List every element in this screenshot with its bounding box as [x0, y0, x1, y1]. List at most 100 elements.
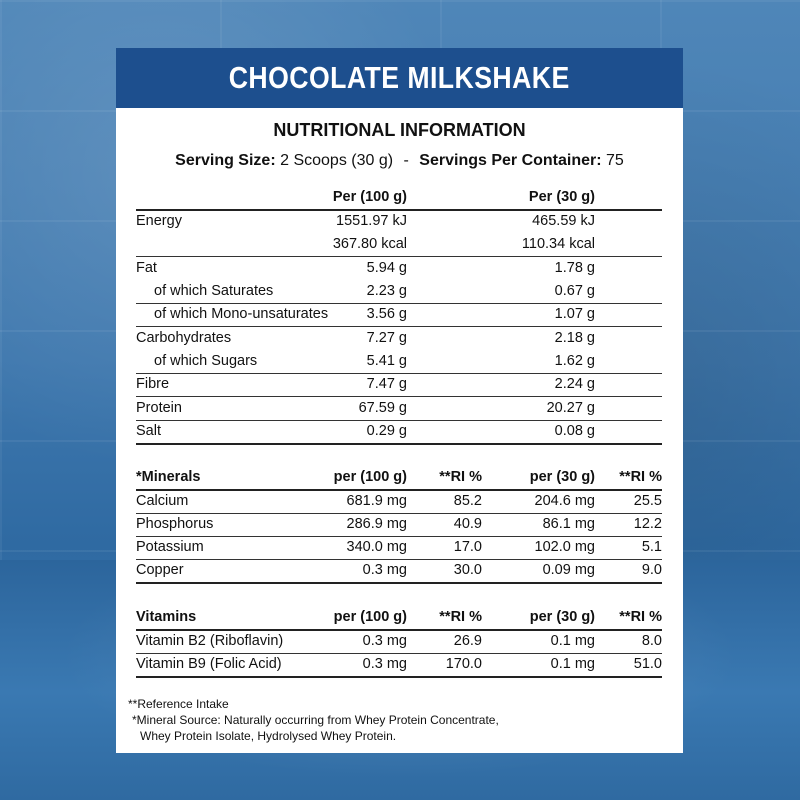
ri-per-100g: 85.2	[453, 493, 482, 509]
vitamins-table-header: Vitamins per (100 g) **RI % per (30 g) *…	[136, 606, 662, 631]
nutrient-name: Protein	[136, 400, 182, 416]
ri-per-30g: 5.1	[641, 539, 662, 555]
table-row: Energy 1551.97 kJ 465.59 kJ	[136, 210, 662, 233]
servings-per-container-value: 75	[606, 152, 624, 169]
servings-per-container-label: Servings Per Container:	[419, 152, 602, 169]
table-row: Copper 0.3 mg 30.0 0.09 mg 9.0	[136, 559, 662, 584]
nutrient-name: Fibre	[136, 376, 170, 392]
value-per-30g: 2.24 g	[554, 376, 595, 392]
value-per-100g: 7.47 g	[366, 376, 407, 392]
nutrient-name: Carbohydrates	[136, 330, 232, 346]
product-title-banner: CHOCOLATE MILKSHAKE	[116, 48, 683, 108]
ri-per-30g: 25.5	[633, 493, 662, 509]
value-per-100g: 286.9 mg	[346, 516, 407, 532]
value-per-100g: 367.80 kcal	[332, 236, 407, 252]
vitamins-heading: Vitamins	[136, 609, 197, 625]
value-per-100g: 7.27 g	[366, 330, 407, 346]
value-per-30g: 0.09 mg	[542, 562, 595, 578]
col-per-100g: per (100 g)	[333, 609, 407, 625]
value-per-100g: 67.59 g	[358, 400, 407, 416]
value-per-100g: 340.0 mg	[346, 539, 407, 555]
col-ri-30g: **RI %	[619, 469, 662, 485]
value-per-30g: 1.62 g	[554, 353, 595, 369]
col-ri-100g: **RI %	[439, 469, 482, 485]
vitamin-name: Vitamin B9 (Folic Acid)	[136, 656, 282, 672]
value-per-30g: 102.0 mg	[534, 539, 595, 555]
value-per-30g: 1.07 g	[554, 306, 595, 322]
table-row: Fibre 7.47 g 2.24 g	[136, 373, 662, 397]
table-row: Calcium 681.9 mg 85.2 204.6 mg 25.5	[136, 490, 662, 514]
col-per-30g: Per (30 g)	[528, 189, 595, 205]
value-per-100g: 5.41 g	[366, 353, 407, 369]
vitamin-name: Vitamin B2 (Riboflavin)	[136, 633, 284, 649]
serving-separator: -	[403, 152, 409, 169]
table-row: Vitamin B2 (Riboflavin) 0.3 mg 26.9 0.1 …	[136, 630, 662, 654]
value-per-30g: 0.1 mg	[550, 633, 595, 649]
value-per-30g: 0.1 mg	[550, 656, 595, 672]
table-row: of which Saturates 2.23 g 0.67 g	[136, 280, 662, 304]
product-title: CHOCOLATE MILKSHAKE	[229, 60, 570, 95]
nutrition-label-panel: CHOCOLATE MILKSHAKE NUTRITIONAL INFORMAT…	[116, 48, 683, 753]
value-per-100g: 2.23 g	[366, 283, 407, 299]
ri-per-30g: 12.2	[633, 516, 662, 532]
value-per-100g: 0.3 mg	[362, 633, 407, 649]
value-per-30g: 0.67 g	[554, 283, 595, 299]
value-per-100g: 0.29 g	[366, 423, 407, 439]
col-per-100g: Per (100 g)	[332, 189, 407, 205]
col-ri-30g: **RI %	[619, 609, 662, 625]
reference-intake-footnote: **Reference Intake	[128, 697, 229, 711]
col-per-100g: per (100 g)	[333, 469, 407, 485]
mineral-name: Copper	[136, 562, 184, 578]
value-per-30g: 465.59 kJ	[532, 213, 595, 229]
nutrient-name: of which Mono-unsaturates	[154, 306, 329, 322]
mineral-name: Calcium	[136, 493, 189, 509]
nutrition-table-header: Per (100 g) Per (30 g)	[136, 186, 662, 211]
mineral-name: Phosphorus	[136, 516, 214, 532]
value-per-30g: 0.08 g	[554, 423, 595, 439]
table-row: Fat 5.94 g 1.78 g	[136, 257, 662, 280]
serving-info: Serving Size: 2 Scoops (30 g) - Servings…	[116, 152, 683, 170]
value-per-100g: 0.3 mg	[362, 562, 407, 578]
value-per-100g: 5.94 g	[366, 260, 407, 276]
value-per-30g: 110.34 kcal	[521, 236, 595, 252]
serving-size-value: 2 Scoops (30 g)	[280, 152, 394, 169]
minerals-table-header: *Minerals per (100 g) **RI % per (30 g) …	[136, 466, 662, 491]
value-per-100g: 681.9 mg	[346, 493, 407, 509]
mineral-name: Potassium	[136, 539, 204, 555]
ri-per-100g: 17.0	[453, 539, 482, 555]
ri-per-100g: 26.9	[453, 633, 482, 649]
ri-per-30g: 9.0	[641, 562, 662, 578]
table-row: Carbohydrates 7.27 g 2.18 g	[136, 327, 662, 350]
table-row: of which Mono-unsaturates 3.56 g 1.07 g	[136, 303, 662, 327]
nutrient-name: Salt	[136, 423, 161, 439]
serving-size-label: Serving Size:	[175, 152, 276, 169]
table-row: Potassium 340.0 mg 17.0 102.0 mg 5.1	[136, 536, 662, 560]
value-per-30g: 86.1 mg	[542, 516, 595, 532]
minerals-heading: *Minerals	[136, 469, 201, 485]
nutrient-name: Energy	[136, 213, 182, 229]
value-per-100g: 0.3 mg	[362, 656, 407, 672]
nutritional-information-heading: NUTRITIONAL INFORMATION	[273, 120, 526, 140]
table-row: Phosphorus 286.9 mg 40.9 86.1 mg 12.2	[136, 513, 662, 537]
ri-per-30g: 8.0	[641, 633, 662, 649]
ri-per-100g: 30.0	[453, 562, 482, 578]
mineral-source-footnote-line2: Whey Protein Isolate, Hydrolysed Whey Pr…	[140, 729, 397, 743]
col-per-30g: per (30 g)	[529, 469, 595, 485]
mineral-source-footnote-line1: *Mineral Source: Naturally occurring fro…	[132, 713, 499, 727]
table-row: Protein 67.59 g 20.27 g	[136, 397, 662, 421]
ri-per-100g: 40.9	[453, 516, 482, 532]
value-per-30g: 20.27 g	[546, 400, 595, 416]
ri-per-30g: 51.0	[633, 656, 662, 672]
nutrient-name: Fat	[136, 260, 157, 276]
value-per-100g: 1551.97 kJ	[336, 213, 407, 229]
table-row: Salt 0.29 g 0.08 g	[136, 420, 662, 445]
col-per-30g: per (30 g)	[529, 609, 595, 625]
value-per-30g: 204.6 mg	[534, 493, 595, 509]
value-per-100g: 3.56 g	[366, 306, 407, 322]
table-row: of which Sugars 5.41 g 1.62 g	[136, 350, 662, 374]
table-row: Vitamin B9 (Folic Acid) 0.3 mg 170.0 0.1…	[136, 653, 662, 678]
nutrient-name: of which Saturates	[154, 283, 274, 299]
value-per-30g: 2.18 g	[554, 330, 595, 346]
table-row: 367.80 kcal 110.34 kcal	[136, 233, 662, 257]
value-per-30g: 1.78 g	[554, 260, 595, 276]
